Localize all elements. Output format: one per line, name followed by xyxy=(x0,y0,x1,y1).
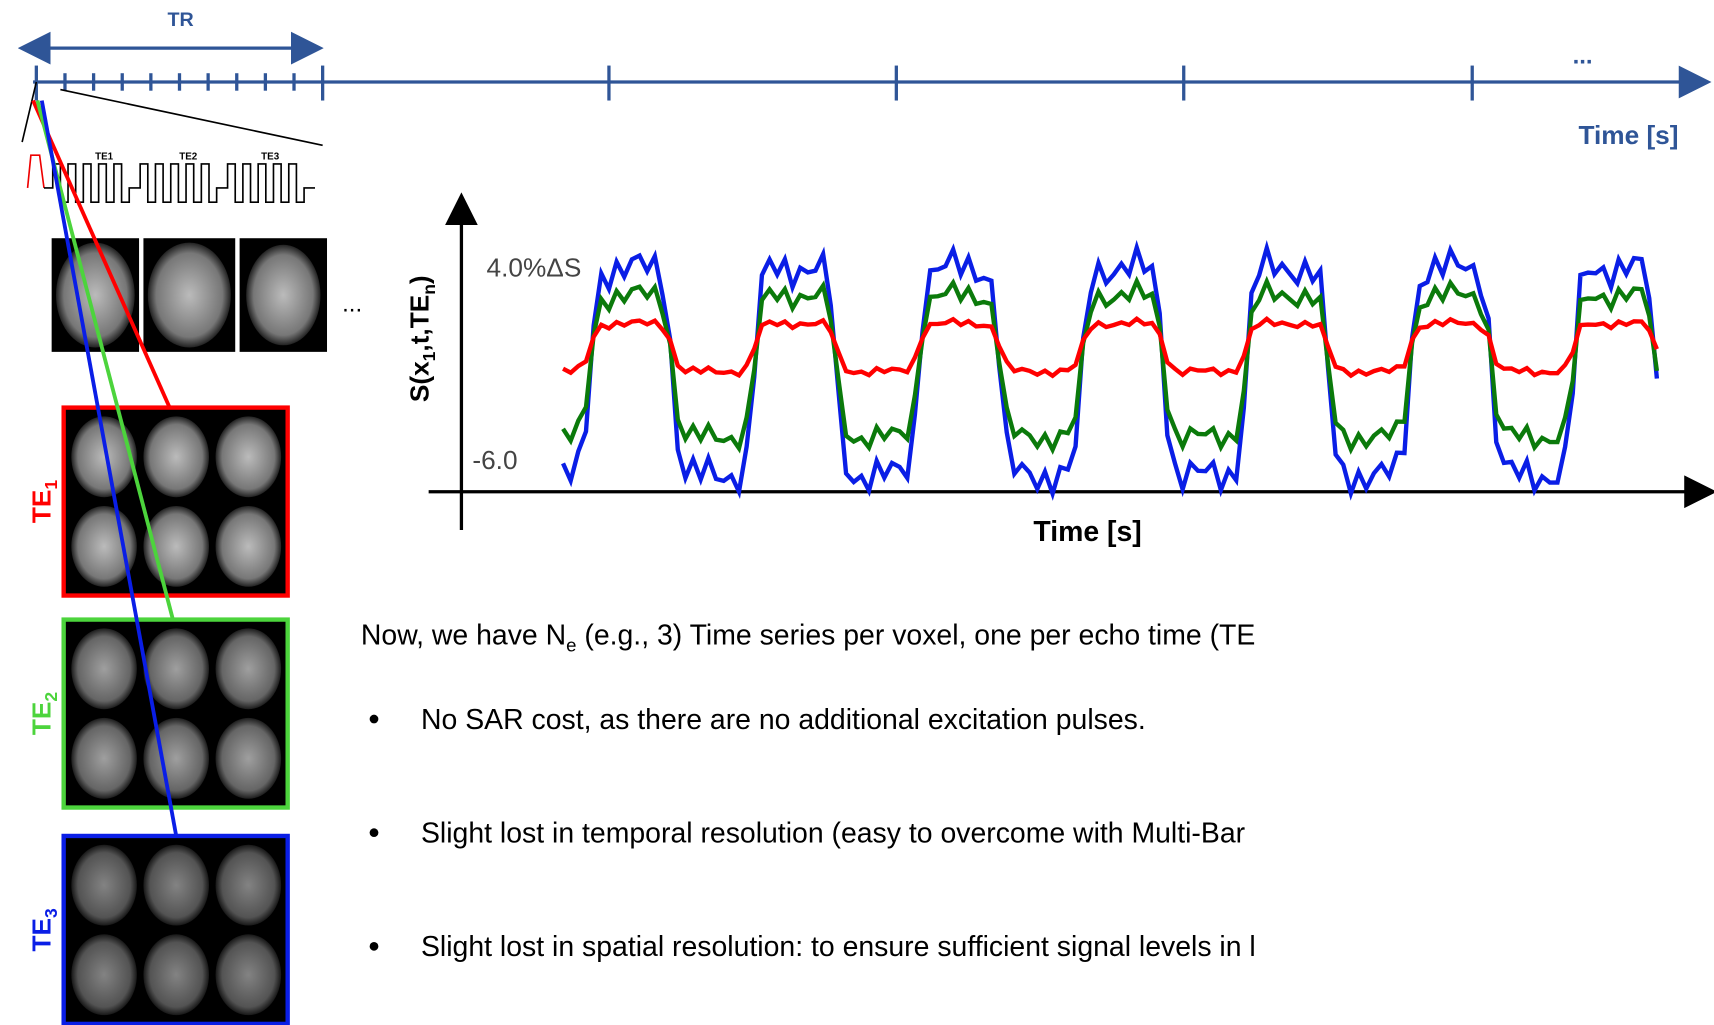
brain xyxy=(71,416,137,498)
bullet: No SAR cost, as there are no additional … xyxy=(421,704,1146,736)
brain xyxy=(143,844,209,926)
brain xyxy=(215,844,282,926)
timeline: TR ... Time [s] xyxy=(17,9,1712,150)
brain xyxy=(71,934,137,1016)
echo-label: TE3 xyxy=(261,152,280,163)
label-part: ,t,TE xyxy=(405,295,435,352)
brain xyxy=(215,717,282,799)
signal-curve xyxy=(562,315,1659,379)
text-block: Now, we have Ne (e.g., 3) Time series pe… xyxy=(361,620,1256,963)
bullet: Slight lost in temporal resolution (easy… xyxy=(421,818,1245,850)
top-label: 4.0%ΔS xyxy=(487,252,582,282)
sequence: TE1 TE2 TE3 xyxy=(21,81,323,203)
label-sub: 1 xyxy=(419,351,439,361)
label-sub: 2 xyxy=(41,692,61,702)
intro-sub: e xyxy=(566,634,576,655)
brain xyxy=(215,505,282,587)
connector xyxy=(31,99,172,409)
label-part: S(x xyxy=(405,361,435,402)
brain-row: ... xyxy=(51,238,362,352)
brain xyxy=(215,628,282,710)
brain xyxy=(71,844,137,926)
intro-part: Now, we have N xyxy=(361,620,566,652)
plot: S(x1,t,TEn) 4.0%ΔS -6.0 Time [s] xyxy=(405,192,1714,548)
time-axis-label: Time [s] xyxy=(1578,120,1678,150)
echo-label: TE2 xyxy=(179,152,198,163)
label-part: ) xyxy=(405,275,435,284)
intro-part: (e.g., 3) Time series per voxel, one per… xyxy=(576,620,1255,652)
label-sub: 3 xyxy=(41,908,61,918)
echo-label: TE1 xyxy=(95,152,114,163)
ellipsis: ... xyxy=(342,290,362,317)
tr-label: TR xyxy=(167,9,193,31)
panel-label: TE2 xyxy=(27,692,62,736)
brain xyxy=(143,934,209,1016)
intro: Now, we have Ne (e.g., 3) Time series pe… xyxy=(361,620,1255,656)
label-main: TE xyxy=(27,490,57,524)
brain xyxy=(215,934,282,1016)
signal-curve xyxy=(561,275,1660,455)
brain xyxy=(215,416,282,498)
brain xyxy=(71,628,137,710)
bullet: Slight lost in spatial resolution: to en… xyxy=(421,931,1256,963)
brain xyxy=(143,416,209,498)
label-main: TE xyxy=(27,918,57,952)
connector xyxy=(39,100,179,837)
label-main: TE xyxy=(27,702,57,736)
connector xyxy=(35,100,175,621)
bottom-label: -6.0 xyxy=(472,445,517,475)
label-sub: 1 xyxy=(41,480,61,490)
panel-label: TE1 xyxy=(27,480,62,524)
brain xyxy=(143,717,209,799)
x-axis-label: Time [s] xyxy=(1033,516,1141,548)
panel-label: TE3 xyxy=(27,908,62,952)
brain xyxy=(71,717,137,799)
ellipsis: ... xyxy=(1573,42,1593,69)
y-axis-label: S(x1,t,TEn) xyxy=(405,275,440,402)
brain xyxy=(143,628,209,710)
signal-curves xyxy=(561,239,1660,501)
signal-curve xyxy=(561,239,1660,501)
label-sub: n xyxy=(419,284,439,295)
